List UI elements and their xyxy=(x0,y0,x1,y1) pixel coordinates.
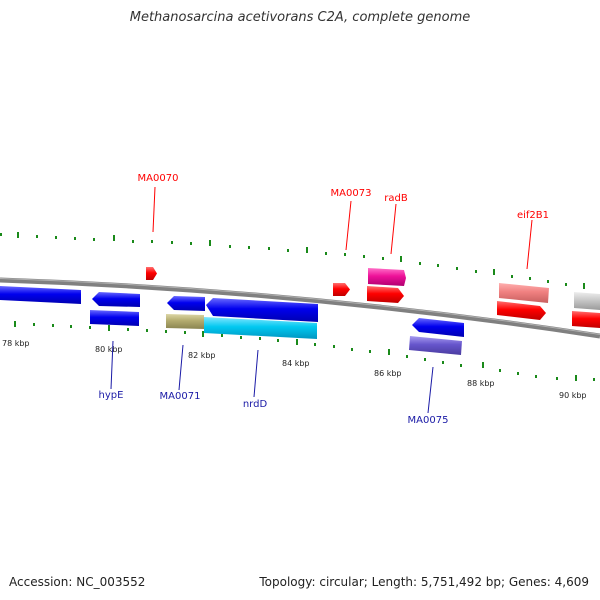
gene-label-ma0071: MA0071 xyxy=(160,391,201,402)
gene-feature-ma0075-arrow[interactable] xyxy=(412,318,464,337)
leader-line-ma0071 xyxy=(178,344,184,391)
gene-feature-hype-body[interactable] xyxy=(90,310,139,326)
gene-label-eif2b1: eif2B1 xyxy=(517,210,549,221)
leader-line-ma0075 xyxy=(427,366,434,414)
gene-feature-grey[interactable] xyxy=(574,292,600,310)
scale-label: 84 kbp xyxy=(282,359,310,368)
leader-line-ma0070 xyxy=(152,186,156,233)
gene-label-ma0070: MA0070 xyxy=(138,173,179,184)
scale-label: 82 kbp xyxy=(188,351,216,360)
scale-label: 80 kbp xyxy=(95,345,123,354)
accession-label: Accession: NC_003552 xyxy=(9,575,146,589)
gene-label-nrdd: nrdD xyxy=(243,399,268,410)
scale-label: 78 kbp xyxy=(2,339,30,348)
gene-feature-blue-left[interactable] xyxy=(0,286,81,304)
genome-title: Methanosarcina acetivorans C2A, complete… xyxy=(129,10,471,25)
gene-label-ma0073: MA0073 xyxy=(331,188,372,199)
upper-tick-ring xyxy=(0,232,585,289)
gene-feature-nrdd[interactable] xyxy=(204,317,317,339)
genome-backbone-highlight xyxy=(0,278,600,335)
gene-feature-ma0075[interactable] xyxy=(409,336,462,355)
gene-label-radb: radB xyxy=(384,193,408,204)
gene-feature-nrdd-arrow[interactable] xyxy=(206,298,318,322)
gene-feature-ma0070[interactable] xyxy=(146,267,157,280)
gene-feature-red-1[interactable] xyxy=(367,286,404,303)
gene-feature-radb[interactable] xyxy=(368,268,406,286)
leader-line-hype xyxy=(110,340,114,390)
gene-label-hype: hypE xyxy=(99,390,124,401)
leader-line-nrdd xyxy=(253,349,259,398)
leader-line-eif2b1 xyxy=(526,219,533,270)
gene-feature-red-2[interactable] xyxy=(497,301,546,320)
gene-feature-hype[interactable] xyxy=(92,292,140,307)
scale-label: 86 kbp xyxy=(374,369,402,378)
scale-label: 90 kbp xyxy=(559,391,587,400)
scale-label: 88 kbp xyxy=(467,379,495,388)
leader-line-radb xyxy=(390,203,397,255)
lower-tick-ring xyxy=(14,321,595,381)
gene-feature-eif2b1[interactable] xyxy=(499,283,549,303)
gene-feature-ma0073[interactable] xyxy=(333,283,350,296)
gene-feature-ma0071[interactable] xyxy=(166,314,204,329)
genome-backbone xyxy=(0,277,600,339)
gene-feature-red-3[interactable] xyxy=(572,311,600,328)
leader-line-ma0073 xyxy=(345,200,352,251)
gene-label-ma0075: MA0075 xyxy=(408,415,449,426)
gene-feature-ma0071-arrow[interactable] xyxy=(167,296,205,311)
genome-summary: Topology: circular; Length: 5,751,492 bp… xyxy=(259,575,589,589)
